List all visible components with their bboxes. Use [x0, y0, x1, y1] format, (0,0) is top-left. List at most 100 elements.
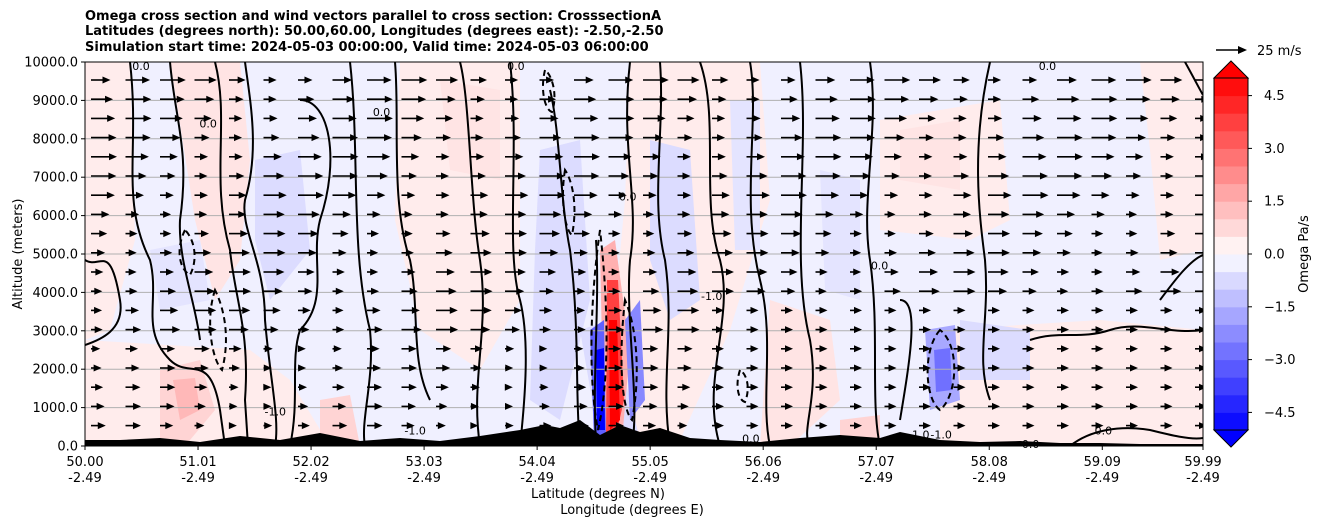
- wind-vector: [263, 76, 277, 84]
- wind-vector: [608, 402, 625, 410]
- wind-vector-head: [1068, 76, 1077, 84]
- wind-vector-head: [505, 364, 514, 372]
- wind-vector: [125, 153, 149, 161]
- wind-vector: [746, 402, 759, 410]
- wind-vector-head: [306, 268, 315, 276]
- wind-vector: [1022, 249, 1042, 257]
- wind-vector: [229, 268, 251, 276]
- wind-vector: [1057, 364, 1069, 372]
- wind-vector-head: [613, 345, 622, 353]
- wind-vector: [332, 191, 357, 199]
- wind-vector: [505, 76, 519, 84]
- wind-vector-head: [716, 326, 724, 334]
- wind-vector: [1126, 287, 1143, 295]
- wind-vector-head: [506, 345, 515, 353]
- wind-vector: [1091, 230, 1104, 238]
- wind-vector: [712, 153, 726, 161]
- contour-line: [899, 299, 913, 421]
- wind-vector: [436, 134, 451, 142]
- wind-vector-head: [1134, 287, 1143, 295]
- wind-vector-head: [1203, 77, 1211, 84]
- y-tick-label: 4000.0: [33, 286, 79, 301]
- chart-title-line-2: Latitudes (degrees north): 50.00,60.00, …: [85, 24, 664, 39]
- wind-vector-head: [350, 153, 359, 161]
- wind-vector: [781, 383, 793, 391]
- wind-vector-head: [1094, 268, 1103, 276]
- wind-vector-head: [1129, 230, 1138, 238]
- wind-vector-head: [342, 210, 351, 218]
- contour-line: [85, 259, 122, 346]
- wind-vector: [919, 287, 940, 295]
- wind-vector-head: [439, 402, 448, 410]
- wind-vector: [574, 383, 587, 391]
- wind-vector: [367, 345, 380, 353]
- wind-vector-head: [263, 364, 272, 372]
- wind-vector: [781, 402, 793, 410]
- wind-vector-head: [579, 402, 588, 410]
- wind-vector-head: [300, 402, 309, 410]
- wind-vector-head: [545, 287, 554, 295]
- wind-vector-head: [1028, 287, 1037, 295]
- wind-vector-head: [304, 76, 313, 84]
- wind-vector-head: [208, 76, 217, 84]
- y-tick-label: 0.0: [57, 440, 78, 455]
- wind-vector: [1160, 191, 1175, 199]
- wind-vector: [229, 210, 247, 218]
- wind-vector: [953, 134, 967, 142]
- wind-vector: [125, 76, 151, 84]
- wind-vector: [539, 134, 562, 142]
- wind-vector-head: [93, 364, 102, 372]
- colorbar-band: [1214, 218, 1248, 237]
- wind-vector: [91, 95, 114, 103]
- wind-vector-head: [750, 306, 759, 314]
- wind-vector: [160, 172, 176, 180]
- wind-vector-head: [896, 134, 905, 142]
- wind-vector: [712, 249, 734, 257]
- wind-vector-head: [441, 172, 450, 180]
- wind-vector-head: [513, 134, 522, 142]
- wind-vector-head: [1074, 153, 1083, 161]
- wind-vector-head: [1029, 76, 1038, 84]
- contour-label: 0.0: [619, 190, 637, 203]
- wind-vector-head: [923, 364, 931, 372]
- wind-vector: [1057, 402, 1069, 410]
- wind-vector: [1160, 76, 1183, 84]
- wind-vector: [1022, 402, 1035, 410]
- wind-vector: [1057, 191, 1081, 199]
- wind-vector-head: [957, 383, 966, 391]
- wind-vector: [1022, 153, 1047, 161]
- wind-vector-head: [584, 210, 593, 218]
- wind-vector-head: [448, 287, 457, 295]
- wind-vector: [850, 210, 864, 218]
- wind-vector: [1195, 153, 1203, 161]
- omega-positive-region: [1140, 62, 1203, 260]
- wind-vector-head: [1164, 383, 1173, 391]
- wind-vector: [884, 153, 903, 161]
- wind-vector-head: [626, 95, 635, 103]
- colorbar-band: [1214, 130, 1248, 149]
- wind-vector-head: [176, 95, 185, 103]
- wind-vector-head: [406, 422, 415, 430]
- wind-vector: [1022, 306, 1035, 314]
- omega-negative-region: [650, 140, 700, 320]
- wind-vector: [332, 210, 351, 218]
- wind-vector-head: [268, 95, 277, 103]
- wind-vector: [712, 326, 724, 334]
- wind-vector-head: [750, 364, 759, 372]
- wind-vector: [677, 153, 691, 161]
- wind-vector: [746, 230, 769, 238]
- wind-vector: [1057, 114, 1082, 122]
- wind-vector-head: [143, 95, 152, 103]
- wind-vector: [781, 114, 801, 122]
- wind-vector-head: [577, 326, 586, 334]
- wind-vector: [988, 364, 1000, 372]
- wind-vector: [746, 95, 760, 103]
- wind-vector-head: [505, 422, 514, 430]
- wind-vector: [643, 191, 657, 199]
- wind-vector-head: [553, 134, 562, 142]
- wind-vector: [608, 210, 622, 218]
- wind-vector: [1160, 153, 1174, 161]
- omega-positive-region: [170, 62, 250, 300]
- wind-vector: [884, 383, 897, 391]
- colorbar-tick-label: −3.0: [1264, 353, 1296, 368]
